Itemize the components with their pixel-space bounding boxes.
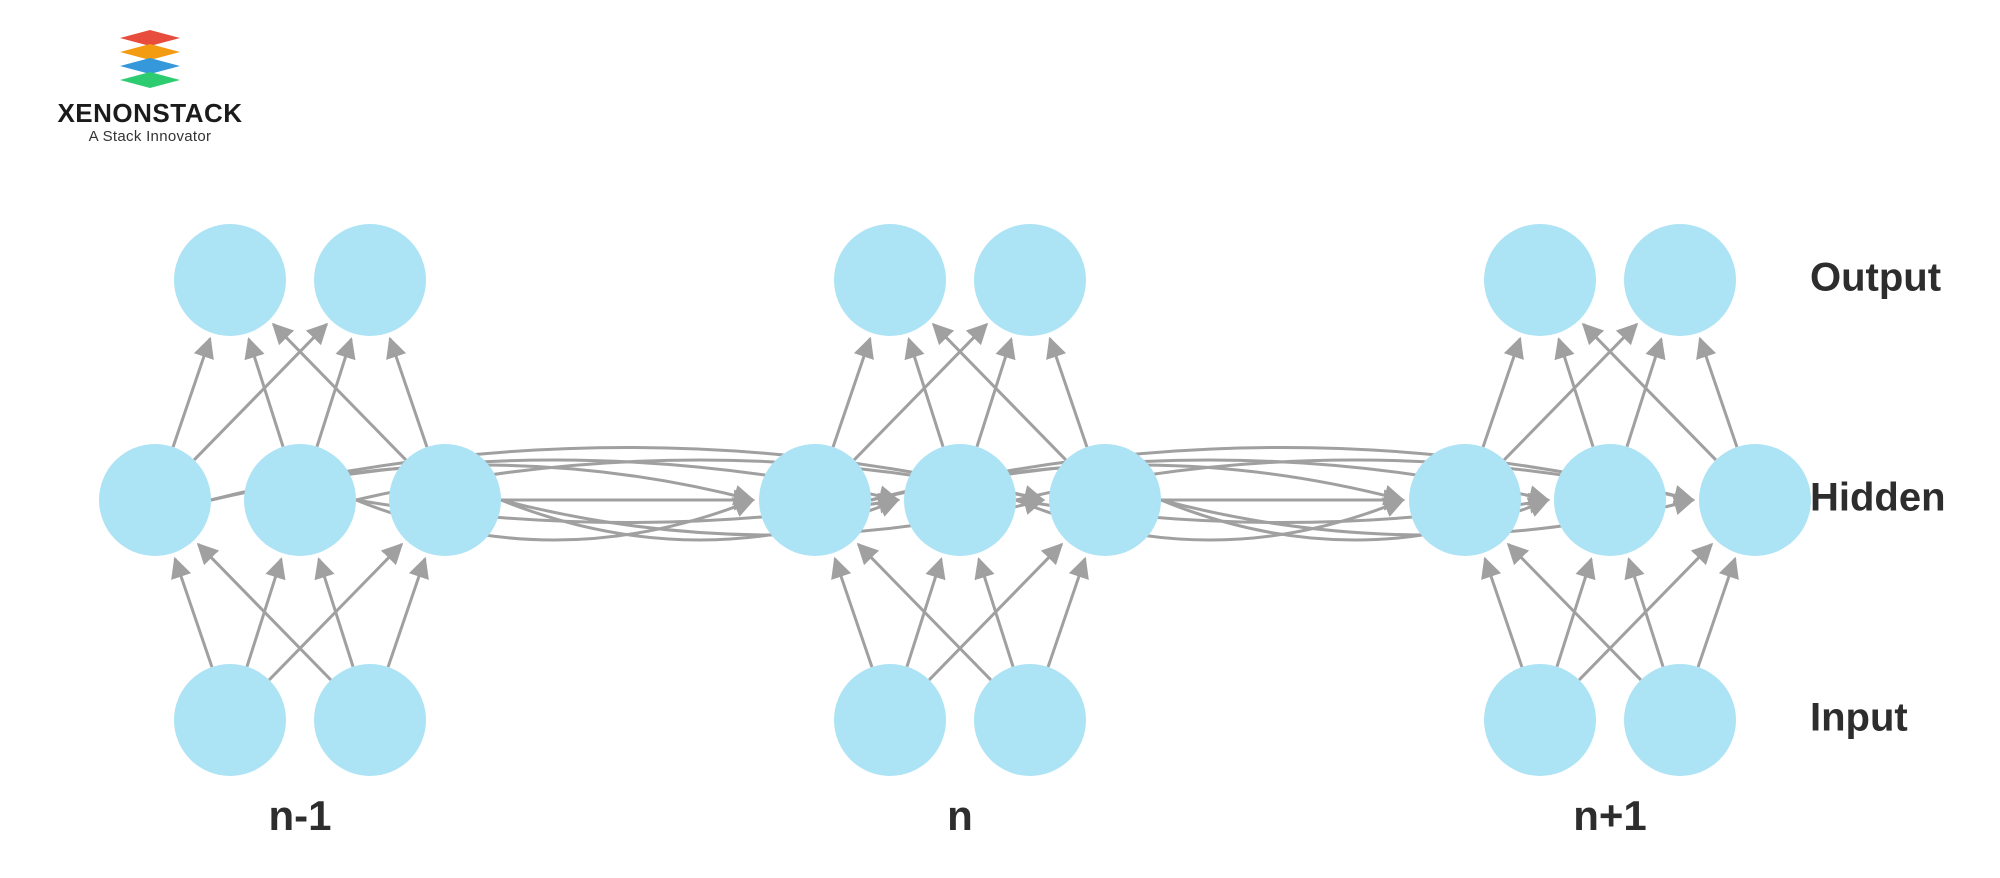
output-node: [174, 224, 286, 336]
edge: [933, 324, 1066, 460]
hidden-node: [1554, 444, 1666, 556]
edge: [1483, 339, 1520, 447]
edge: [194, 324, 327, 460]
edge: [1700, 339, 1737, 447]
edge: [249, 339, 283, 447]
hidden-node: [1409, 444, 1521, 556]
edge: [1504, 324, 1637, 460]
edge: [854, 324, 987, 460]
input-node: [314, 664, 426, 776]
layer-label: Hidden: [1810, 476, 1946, 520]
edge: [1698, 559, 1735, 667]
layer-label: Input: [1810, 696, 1908, 740]
edge: [979, 559, 1013, 667]
hidden-node: [759, 444, 871, 556]
timestep-label: n+1: [1573, 792, 1647, 839]
nodes-group: [99, 224, 1811, 776]
edge: [835, 559, 872, 667]
edge: [1559, 339, 1593, 447]
edge: [1508, 544, 1641, 680]
edge: [273, 324, 406, 460]
edge: [390, 339, 427, 447]
output-node: [1484, 224, 1596, 336]
output-node: [314, 224, 426, 336]
edge: [173, 339, 210, 447]
timestep-label: n-1: [269, 792, 332, 839]
edge: [317, 339, 351, 447]
edge: [198, 544, 331, 680]
edge: [1629, 559, 1663, 667]
input-node: [974, 664, 1086, 776]
hidden-node: [1699, 444, 1811, 556]
edge: [1583, 324, 1716, 460]
input-node: [174, 664, 286, 776]
edge: [1050, 339, 1087, 447]
output-node: [834, 224, 946, 336]
edge: [1627, 339, 1661, 447]
input-node: [834, 664, 946, 776]
hidden-node: [1049, 444, 1161, 556]
hidden-node: [244, 444, 356, 556]
edge: [175, 559, 212, 667]
input-node: [1484, 664, 1596, 776]
edge: [909, 339, 943, 447]
output-node: [974, 224, 1086, 336]
edge: [388, 559, 425, 667]
output-node: [1624, 224, 1736, 336]
edge: [1048, 559, 1085, 667]
edge: [833, 339, 870, 447]
input-node: [1624, 664, 1736, 776]
edge: [319, 559, 353, 667]
edge: [858, 544, 991, 680]
hidden-node: [389, 444, 501, 556]
timestep-label: n: [947, 792, 973, 839]
edge: [1485, 559, 1522, 667]
hidden-node: [904, 444, 1016, 556]
rnn-diagram: n-1 n n+1 Output Hidden Input: [0, 0, 2000, 878]
layer-label: Output: [1810, 256, 1941, 300]
hidden-node: [99, 444, 211, 556]
edge: [977, 339, 1011, 447]
